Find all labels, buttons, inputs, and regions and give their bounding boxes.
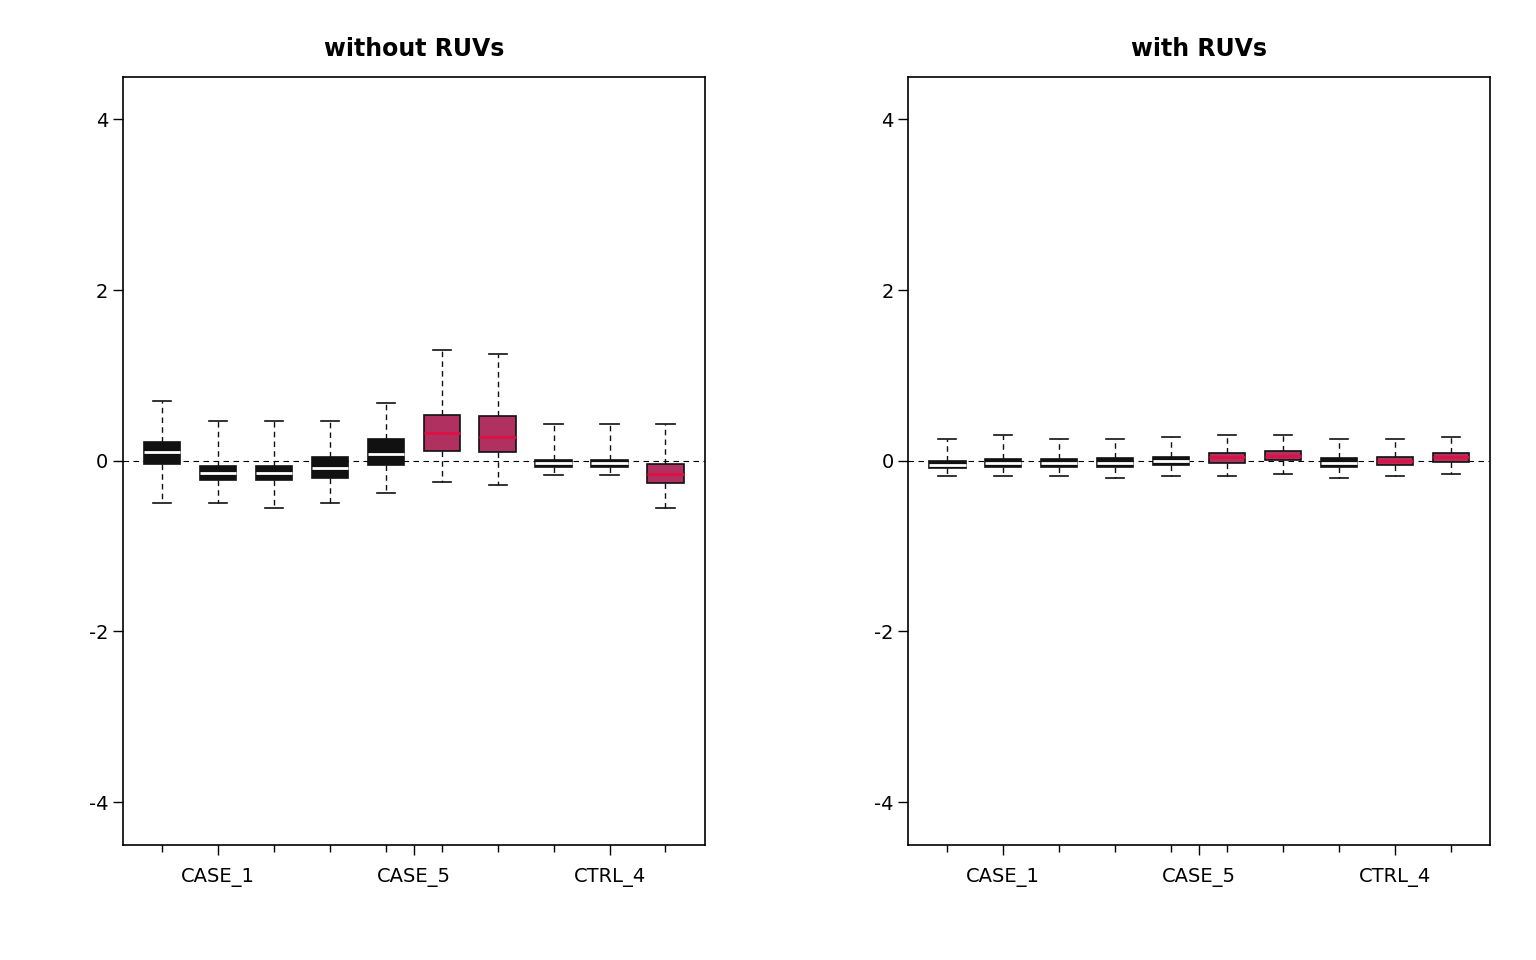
- Bar: [929, 461, 966, 468]
- Bar: [647, 465, 684, 483]
- Bar: [1376, 457, 1413, 465]
- Bar: [479, 417, 516, 452]
- Bar: [1154, 457, 1189, 465]
- Bar: [536, 460, 571, 467]
- Title: with RUVs: with RUVs: [1130, 37, 1267, 61]
- Bar: [367, 440, 404, 465]
- Bar: [1041, 459, 1077, 467]
- Bar: [985, 459, 1021, 467]
- Bar: [255, 466, 292, 480]
- Bar: [1321, 458, 1358, 467]
- Bar: [1209, 453, 1246, 463]
- Bar: [424, 415, 459, 450]
- Bar: [144, 442, 180, 465]
- Bar: [591, 460, 628, 467]
- Bar: [1097, 458, 1134, 467]
- Bar: [1264, 451, 1301, 460]
- Bar: [200, 466, 237, 480]
- Bar: [312, 457, 349, 478]
- Bar: [1433, 453, 1468, 462]
- Title: without RUVs: without RUVs: [324, 37, 504, 61]
